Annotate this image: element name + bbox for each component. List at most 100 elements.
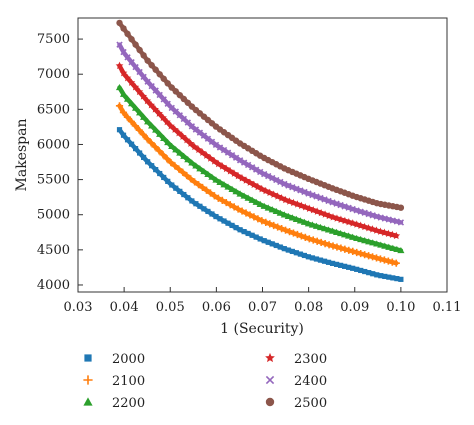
x-tick-label: 0.06 (202, 300, 231, 315)
series-point (384, 257, 392, 265)
series-point (337, 262, 344, 268)
series-point (119, 108, 128, 117)
series-point (332, 228, 341, 235)
legend-item: 2200 (83, 396, 145, 411)
series-point (278, 225, 286, 233)
legend-item: 2400 (265, 374, 327, 389)
series-point (329, 260, 336, 267)
legend-item: 2300 (265, 352, 327, 367)
series-point (183, 171, 191, 180)
series-point (202, 186, 211, 194)
series-2400 (116, 41, 405, 226)
series-point (196, 165, 204, 172)
series-point (392, 231, 401, 240)
series-point (200, 167, 208, 175)
series-point (337, 244, 345, 252)
series-point (221, 218, 227, 224)
series-point (225, 220, 231, 226)
series-point (333, 243, 341, 251)
series-point (353, 248, 361, 257)
legend: 2000 2100 2200 2300 2400 2500 (83, 352, 327, 411)
series-point (349, 247, 357, 256)
series-point (120, 48, 127, 56)
series-point (135, 126, 143, 134)
series-point (210, 192, 218, 200)
series-point (297, 187, 304, 194)
series-point (368, 253, 377, 261)
series-point (119, 68, 128, 77)
series-point (384, 229, 393, 237)
series-point (325, 259, 332, 265)
series-point (333, 261, 340, 267)
series-point (240, 192, 248, 199)
series-point (220, 146, 228, 154)
series-point (180, 152, 188, 159)
series-point (324, 226, 333, 233)
series-point (372, 226, 381, 234)
series-point (301, 252, 308, 259)
series-point (328, 227, 337, 234)
legend-item: 2000 (84, 352, 145, 367)
x-tick-label: 0.09 (340, 300, 369, 315)
series-point (357, 249, 365, 258)
series-point (320, 225, 329, 232)
series-point (202, 151, 211, 159)
series-point (361, 209, 368, 216)
series-point (381, 242, 389, 249)
series-point (264, 204, 272, 211)
y-tick-label: 5000 (37, 208, 70, 223)
series-point (325, 197, 332, 205)
series-point (354, 266, 360, 272)
series-point (297, 251, 303, 257)
series-point (151, 143, 159, 151)
series-point (372, 254, 381, 262)
legend-marker (265, 352, 275, 363)
series-point (309, 255, 316, 261)
series-point (241, 229, 247, 235)
y-tick-label: 7000 (37, 67, 70, 82)
series-point (256, 200, 264, 207)
x-tick-label: 0.03 (64, 300, 93, 315)
series-point (236, 157, 244, 164)
series-point (163, 117, 171, 126)
series-point (316, 223, 325, 231)
series-point (234, 205, 242, 213)
series-point (124, 54, 131, 61)
series-point (147, 101, 156, 109)
series-point (167, 121, 175, 130)
series-point (262, 218, 270, 226)
series-point (236, 190, 244, 197)
series-point (274, 223, 282, 231)
series-point (321, 258, 328, 264)
series-point (293, 185, 300, 192)
series-point (194, 145, 203, 154)
series-point (333, 200, 340, 207)
series-point (321, 196, 328, 203)
series-point (218, 196, 226, 205)
series-point (139, 130, 147, 139)
series-point (172, 88, 179, 95)
x-tick-label: 0.11 (433, 300, 462, 315)
series-point (254, 215, 262, 223)
series-point (228, 185, 236, 192)
series-point (378, 273, 384, 279)
series-point (190, 142, 199, 151)
series-point (273, 242, 279, 249)
series-point (341, 245, 349, 253)
series-point (123, 95, 132, 102)
series-point (157, 170, 163, 177)
series-point (261, 170, 268, 178)
series-point (216, 178, 224, 185)
series-point (341, 203, 348, 210)
legend-label: 2300 (294, 352, 327, 367)
series-point (163, 155, 171, 163)
series-point (175, 165, 183, 173)
series-point (392, 259, 400, 267)
series-point (168, 84, 175, 91)
x-axis-label: 1 (Security) (220, 321, 304, 337)
series-point (252, 198, 260, 205)
series-point (115, 83, 124, 91)
series-point (191, 178, 199, 186)
series-point (177, 188, 183, 194)
series-point (370, 271, 376, 277)
